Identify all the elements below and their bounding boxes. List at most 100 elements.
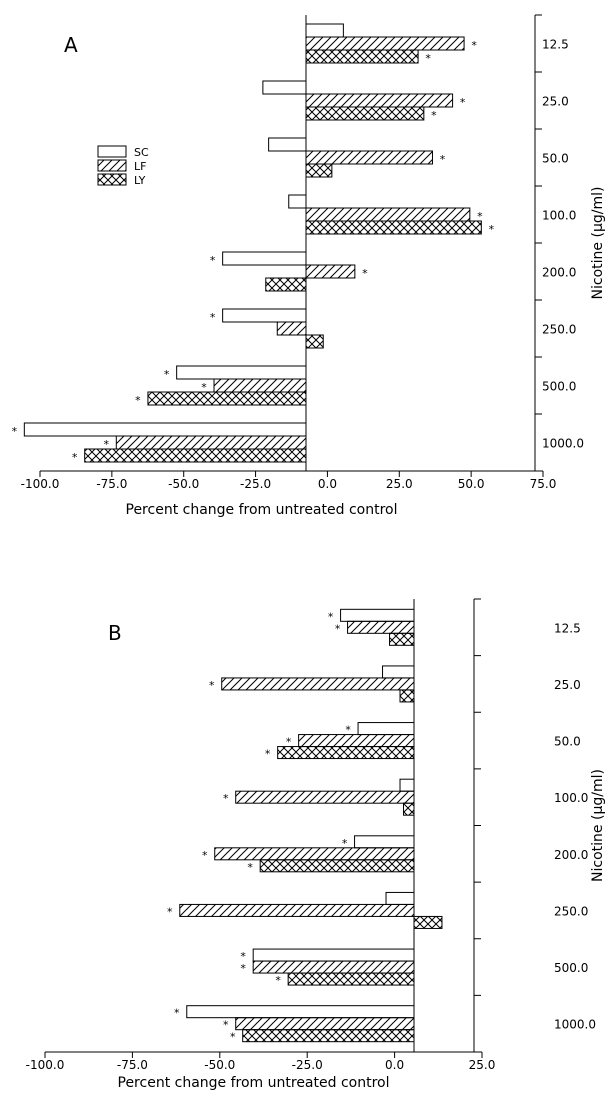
- bar-ly: [277, 746, 415, 760]
- bar-ly: [305, 106, 425, 121]
- significance-star: *: [460, 96, 466, 109]
- bar-sc: [354, 835, 415, 849]
- x-tick-label: -25.0: [292, 1058, 323, 1072]
- bar-ly: [399, 689, 415, 703]
- bar-ly: [389, 632, 415, 646]
- significance-star: *: [72, 451, 78, 464]
- significance-star: *: [223, 1019, 229, 1032]
- bar-ly: [305, 220, 482, 235]
- significance-star: *: [104, 438, 110, 451]
- significance-star: *: [440, 153, 446, 166]
- significance-star: *: [286, 736, 292, 749]
- category-label: 250.0: [542, 323, 576, 337]
- x-axis-title: Percent change from untreated control: [126, 502, 398, 518]
- bar-lf: [305, 36, 465, 51]
- x-tick-label: 75.0: [530, 477, 557, 491]
- significance-star: *: [135, 394, 141, 407]
- significance-star: *: [345, 724, 351, 737]
- bar-lf: [347, 620, 415, 634]
- bar-ly: [305, 334, 324, 349]
- bar-lf: [179, 903, 415, 917]
- bar-ly: [242, 1029, 415, 1043]
- significance-star: *: [335, 622, 341, 635]
- bar-lf: [305, 150, 433, 165]
- x-tick-label: -100.0: [21, 477, 60, 491]
- x-tick-label: 0.0: [385, 1058, 404, 1072]
- bar-lf: [221, 677, 415, 691]
- bar-sc: [186, 1005, 415, 1019]
- significance-star: *: [328, 610, 334, 623]
- category-label: 12.5: [542, 38, 569, 52]
- category-label: 100.0: [542, 209, 576, 223]
- significance-star: *: [342, 837, 348, 850]
- bar-sc: [176, 365, 307, 380]
- x-tick-label: -50.0: [168, 477, 199, 491]
- legend-swatch-ly: [97, 173, 127, 186]
- y-axis-title: Nicotine (μg/ml): [590, 187, 606, 300]
- bar-lf: [276, 321, 307, 336]
- bar-lf: [305, 93, 454, 108]
- bar-ly: [259, 859, 415, 873]
- significance-star: *: [240, 962, 246, 975]
- significance-star: *: [247, 861, 253, 874]
- x-tick-label: 0.0: [318, 477, 337, 491]
- significance-star: *: [489, 223, 495, 236]
- significance-star: *: [223, 792, 229, 805]
- legend-swatch-sc: [97, 145, 127, 158]
- category-label: 500.0: [542, 380, 576, 394]
- category-label: 1000.0: [554, 1018, 596, 1032]
- significance-star: *: [164, 368, 170, 381]
- significance-star: *: [167, 905, 173, 918]
- legend-label-ly: LY: [134, 174, 146, 187]
- bar-sc: [222, 251, 307, 266]
- category-label: 25.0: [554, 678, 581, 692]
- significance-star: *: [240, 950, 246, 963]
- bar-sc: [288, 194, 307, 209]
- bar-lf: [252, 960, 415, 974]
- x-tick-label: -50.0: [204, 1058, 235, 1072]
- bar-ly: [147, 391, 307, 406]
- bar-lf: [235, 790, 415, 804]
- bar-ly: [403, 802, 415, 816]
- category-label: 100.0: [554, 791, 588, 805]
- bar-lf: [305, 264, 356, 279]
- significance-star: *: [210, 311, 216, 324]
- category-label: 12.5: [554, 621, 581, 635]
- legend-label-sc: SC: [134, 146, 149, 159]
- legend-swatch-lf: [97, 159, 127, 172]
- x-tick-label: -100.0: [26, 1058, 65, 1072]
- significance-star: *: [210, 254, 216, 267]
- bar-sc: [399, 778, 415, 792]
- bar-lf: [235, 1017, 415, 1031]
- panel-b: -100.0 -75.0 -50.0 -25.0 0.0 25.0 12.5 25.0 50.0…: [26, 598, 606, 1091]
- x-tick-label: 25.0: [386, 477, 413, 491]
- x-tick-label: -25.0: [240, 477, 271, 491]
- x-tick-label: -75.0: [117, 1058, 148, 1072]
- bar-ly: [287, 972, 415, 986]
- bar-sc: [23, 422, 307, 437]
- significance-star: *: [201, 381, 207, 394]
- bar-lf: [213, 378, 307, 393]
- category-label: 500.0: [554, 961, 588, 975]
- bar-lf: [214, 847, 415, 861]
- significance-star: *: [174, 1007, 180, 1020]
- bar-sc: [222, 308, 307, 323]
- bar-sc: [268, 137, 307, 152]
- bar-sc: [385, 891, 415, 905]
- x-tick-label: -75.0: [96, 477, 127, 491]
- significance-star: *: [431, 109, 437, 122]
- bar-ly: [305, 49, 419, 64]
- bar-ly: [305, 163, 333, 178]
- category-label: 50.0: [554, 735, 581, 749]
- significance-star: *: [425, 52, 431, 65]
- significance-star: *: [471, 39, 477, 52]
- category-label: 200.0: [554, 848, 588, 862]
- significance-star: *: [275, 974, 281, 987]
- significance-star: *: [209, 679, 215, 692]
- category-label: 200.0: [542, 266, 576, 280]
- category-label: 250.0: [554, 904, 588, 918]
- panel-label: B: [108, 621, 122, 645]
